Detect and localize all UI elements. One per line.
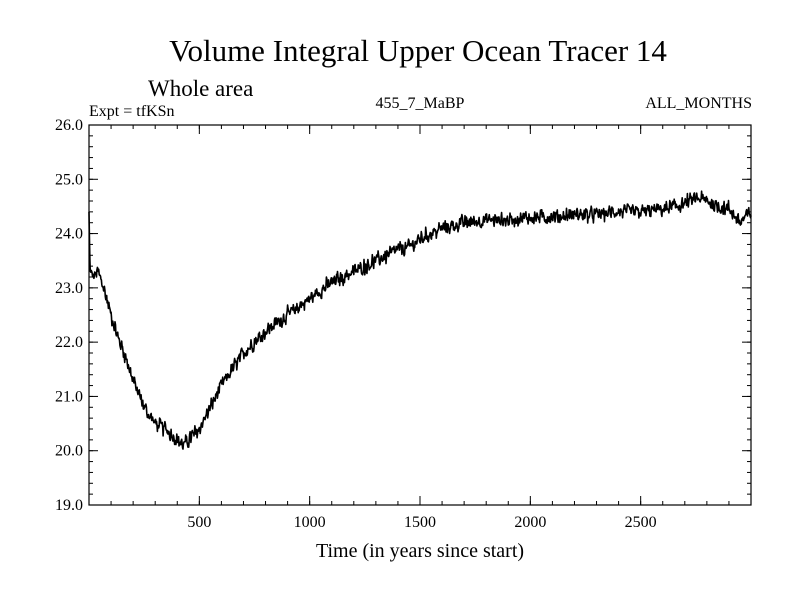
x-axis-label: Time (in years since start) xyxy=(316,540,524,562)
y-tick-label: 25.0 xyxy=(55,171,83,188)
x-tick-labels: 500 1000 1500 2000 2500 xyxy=(187,514,656,531)
x-tick-label: 1000 xyxy=(294,514,326,531)
y-tick-label: 21.0 xyxy=(55,388,83,405)
y-tick-labels: 19.0 20.0 21.0 22.0 23.0 24.0 25.0 26.0 xyxy=(55,117,83,514)
x-tick-label: 500 xyxy=(187,514,211,531)
y-tick-label: 22.0 xyxy=(55,334,83,351)
chart-title: Volume Integral Upper Ocean Tracer 14 xyxy=(169,33,667,68)
run-label: 455_7_MaBP xyxy=(376,95,465,112)
chart-subtitle: Whole area xyxy=(148,76,253,101)
y-tick-label: 23.0 xyxy=(55,280,83,297)
x-tick-label: 1500 xyxy=(404,514,436,531)
y-tick-label: 26.0 xyxy=(55,117,83,134)
y-tick-label: 24.0 xyxy=(55,226,83,243)
plot-frame xyxy=(88,124,752,506)
x-tick-label: 2500 xyxy=(625,514,657,531)
y-tick-label: 19.0 xyxy=(55,497,83,514)
series-line xyxy=(88,190,752,450)
y-tick-label: 20.0 xyxy=(55,443,83,460)
x-tick-label: 2000 xyxy=(514,514,546,531)
axis-ticks xyxy=(89,124,751,506)
months-label: ALL_MONTHS xyxy=(645,95,752,112)
experiment-label: Expt = tfKSn xyxy=(89,103,174,120)
